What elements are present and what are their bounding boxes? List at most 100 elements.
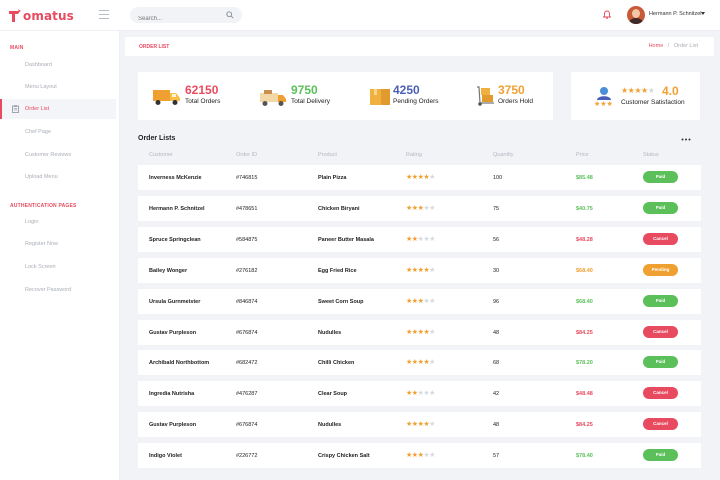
quantity: 42: [493, 391, 500, 398]
user-avatar[interactable]: [627, 6, 645, 24]
column-header-price[interactable]: Price: [576, 152, 589, 158]
product-name: Plain Pizza: [318, 175, 347, 181]
customer-name: Ingredia Nutrisha: [149, 391, 195, 398]
more-options-icon[interactable]: [681, 138, 691, 141]
table-row[interactable]: Inverness McKenzie #746815 Plain Pizza 100 $…: [138, 165, 701, 190]
rating-stars: ★★★★★: [406, 328, 435, 336]
quantity: 30: [493, 267, 500, 274]
sidebar-item-customer-reviews[interactable]: Customer Reviews: [25, 152, 72, 158]
rating-stars: ★★★★★: [406, 296, 435, 305]
customer-name: Inverness McKenzie: [149, 175, 202, 181]
sidebar-item-lock-screen[interactable]: Lock Screen: [25, 264, 56, 270]
status-badge[interactable]: Paid: [643, 201, 678, 214]
star-filled-icon: ★: [406, 203, 412, 212]
sidebar-item-chef-page[interactable]: Chef Page: [25, 129, 51, 135]
app-name: omatus: [23, 9, 74, 23]
star-filled-icon: ★: [406, 234, 412, 243]
table-row[interactable]: Bailey Wonger #276182 Egg Fried Rice 30 $68.…: [138, 257, 701, 283]
status-badge[interactable]: Cancel: [643, 418, 678, 431]
breadcrumb-home[interactable]: Home: [648, 43, 664, 49]
order-id: #746815: [236, 175, 258, 181]
status-badge[interactable]: Paid: [643, 356, 678, 369]
sidebar-item-upload-menu[interactable]: Upload Menu: [25, 174, 58, 180]
table-row[interactable]: Gustav Purpleson #676874 Nudulles 48 $84.25 ★…: [138, 412, 701, 438]
column-header-product[interactable]: Product: [318, 152, 337, 158]
page-header: ORDER LIST Home / Order List: [125, 37, 714, 56]
top-bar: omatus Hermann P. Schnitzel: [0, 0, 720, 31]
star-filled-icon: ★: [423, 420, 430, 429]
status-badge[interactable]: Pending: [643, 263, 678, 276]
column-header-order-id[interactable]: Order ID: [236, 152, 258, 158]
order-id: #676874: [236, 422, 258, 429]
quantity: 48: [493, 329, 500, 336]
rating-stars: ★★★★★: [406, 234, 435, 243]
status-badge[interactable]: Cancel: [643, 232, 678, 245]
sidebar-item-order-list[interactable]: Order List: [0, 99, 116, 119]
table-row[interactable]: Archibald Northbottom #682472 Chilli Chick…: [138, 350, 701, 376]
star-filled-icon: ★: [406, 420, 412, 429]
stat-label: Orders Hold: [498, 98, 534, 105]
star-filled-icon: ★: [634, 86, 642, 95]
search-icon[interactable]: [226, 11, 234, 19]
stat-value: 4250: [393, 83, 420, 97]
sidebar-section-auth: AUTHENTICATION PAGES: [10, 203, 77, 209]
order-list-title: Order Lists: [138, 135, 176, 142]
user-menu-caret-icon[interactable]: [701, 12, 705, 15]
star-empty-icon: ★: [647, 86, 655, 95]
product-name: Chilli Chicken: [318, 360, 355, 367]
search-input[interactable]: [130, 11, 214, 27]
search-bar: [130, 7, 242, 27]
star-empty-icon: ★: [429, 173, 435, 181]
star-filled-icon: ★: [641, 86, 648, 95]
sidebar-item-menu-layout[interactable]: Menu Layout: [25, 84, 57, 90]
column-header-customer[interactable]: Customer: [149, 152, 173, 158]
customer-name: Bailey Wonger: [149, 267, 188, 274]
stat-orders-hold: 3750 Orders Hold: [498, 84, 534, 106]
table-row[interactable]: Hermann P. Schnitzel #478651 Chicken Birya…: [138, 195, 701, 221]
quantity: 100: [493, 175, 503, 181]
status-badge[interactable]: Paid: [643, 171, 678, 183]
column-header-rating[interactable]: Rating: [406, 152, 422, 158]
sidebar: MAIN Dashboard Menu Layout Order List Ch…: [0, 31, 120, 480]
stat-pending-orders: 4250 Pending Orders: [393, 83, 439, 106]
stat-label: Pending Orders: [393, 98, 439, 105]
user-name[interactable]: Hermann P. Schnitzel: [649, 11, 702, 17]
menu-toggle-icon[interactable]: [99, 10, 109, 19]
sidebar-item-login[interactable]: Login: [25, 219, 39, 225]
star-filled-icon: ★: [411, 451, 418, 460]
table-row[interactable]: Ursula Gurnmeister #846874 Sweet Corn Soup…: [138, 288, 701, 314]
star-empty-icon: ★: [429, 420, 435, 429]
sidebar-item-dashboard[interactable]: Dashboard: [25, 62, 52, 68]
price: $84.25: [576, 329, 593, 336]
customer-name: Hermann P. Schnitzel: [149, 205, 205, 212]
star-empty-icon: ★: [423, 451, 430, 460]
product-name: Paneer Butter Masala: [318, 236, 374, 243]
customer-name: Indigo Violet: [149, 453, 182, 460]
table-row[interactable]: Gustav Purpleson #676874 Nudulles 48 $84.25 ★…: [138, 319, 701, 345]
column-header-status[interactable]: Status: [643, 152, 659, 158]
rating-stars: ★★★★★: [406, 359, 435, 366]
app-logo[interactable]: omatus: [8, 7, 74, 25]
column-header-quantity[interactable]: Quantity: [493, 152, 514, 158]
star-filled-icon: ★: [411, 389, 418, 398]
customer-rating-icon: ★★★: [594, 87, 613, 107]
table-row[interactable]: Spruce Springclean #584875 Paneer Butter M…: [138, 226, 701, 252]
star-empty-icon: ★: [429, 296, 435, 305]
table-row[interactable]: Ingredia Nutrisha #476287 Clear Soup 42 $48.…: [138, 381, 701, 407]
status-badge[interactable]: Cancel: [643, 325, 678, 338]
status-badge[interactable]: Paid: [643, 449, 678, 462]
sidebar-item-register[interactable]: Register Now: [25, 241, 59, 247]
star-filled-icon: ★: [423, 173, 430, 181]
star-filled-icon: ★: [411, 234, 418, 243]
star-empty-icon: ★: [423, 203, 430, 212]
product-name: Sweet Corn Soup: [318, 298, 364, 305]
boxes-icon: [370, 89, 390, 105]
table-row[interactable]: Indigo Violet #226772 Crispy Chicken Salt 5…: [138, 443, 701, 469]
customer-name: Ursula Gurnmeister: [149, 298, 201, 305]
status-badge[interactable]: Paid: [643, 294, 678, 307]
quantity: 68: [493, 360, 500, 367]
sidebar-item-recover-password[interactable]: Recover Password: [25, 287, 72, 293]
status-badge[interactable]: Cancel: [643, 387, 678, 400]
satisfaction-label: Customer Satisfaction: [621, 99, 685, 106]
notification-bell-icon[interactable]: [603, 10, 611, 19]
